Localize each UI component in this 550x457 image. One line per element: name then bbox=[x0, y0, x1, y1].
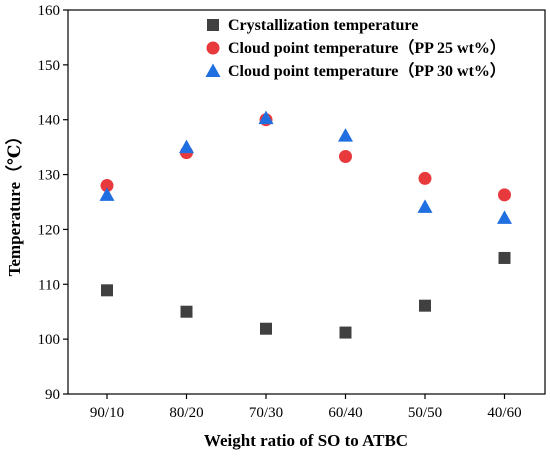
square-data-point bbox=[180, 305, 193, 318]
y-tick-label: 140 bbox=[38, 113, 61, 129]
x-tick-label: 70/30 bbox=[249, 405, 283, 421]
y-tick-label: 100 bbox=[38, 332, 61, 348]
y-tick-label: 90 bbox=[45, 387, 60, 403]
square-data-point bbox=[260, 322, 272, 335]
triangle-data-point bbox=[258, 110, 274, 125]
legend-label: Cloud point temperature（PP 25 wt%） bbox=[228, 39, 506, 57]
legend-label: Crystallization temperature bbox=[228, 17, 418, 34]
square-data-point bbox=[498, 251, 511, 264]
y-tick-label: 160 bbox=[38, 3, 61, 19]
legend-circle-marker bbox=[206, 41, 220, 55]
legend-triangle-marker bbox=[205, 63, 221, 77]
triangle-data-point bbox=[338, 128, 353, 142]
plot-frame bbox=[67, 9, 546, 395]
square-data-point bbox=[419, 299, 431, 312]
circle-data-point bbox=[498, 188, 511, 202]
x-tick-label: 50/50 bbox=[408, 405, 442, 421]
square-data-point bbox=[339, 326, 352, 339]
y-axis: 90 100 110 120 130 140 150 160 bbox=[38, 3, 68, 403]
x-tick-label: 60/40 bbox=[328, 405, 362, 421]
y-tick-label: 130 bbox=[38, 168, 61, 184]
triangle-data-point bbox=[99, 187, 115, 201]
circle-data-point bbox=[418, 171, 432, 185]
y-tick-label: 110 bbox=[38, 277, 60, 293]
x-tick-label: 40/60 bbox=[487, 405, 521, 421]
square-data-point bbox=[101, 284, 113, 297]
y-axis-title: Temperature（℃） bbox=[4, 128, 24, 277]
x-tick-label: 80/20 bbox=[169, 405, 203, 421]
legend-square-marker bbox=[207, 19, 219, 31]
y-tick-label: 120 bbox=[38, 222, 61, 238]
x-axis: 90/10 80/20 70/30 60/40 50/50 40/60 bbox=[90, 394, 522, 421]
y-tick-label: 150 bbox=[38, 58, 61, 74]
triangle-data-point bbox=[179, 139, 194, 154]
x-axis-title: Weight ratio of SO to ATBC bbox=[204, 431, 408, 450]
triangle-data-point bbox=[417, 199, 433, 213]
legend-label: Cloud point temperature（PP 30 wt%） bbox=[228, 62, 506, 80]
circle-data-point bbox=[100, 179, 114, 193]
data-marks bbox=[99, 110, 512, 339]
x-tick-label: 90/10 bbox=[90, 405, 124, 421]
circle-data-point bbox=[339, 149, 352, 163]
triangle-data-point bbox=[497, 210, 512, 224]
legend: Crystallization temperature Cloud point t… bbox=[205, 17, 506, 80]
